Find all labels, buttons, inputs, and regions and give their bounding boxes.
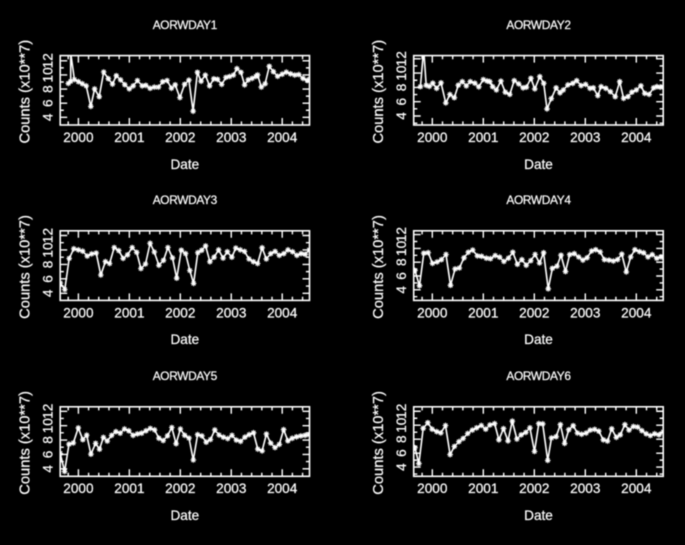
svg-text:Date: Date	[524, 332, 553, 347]
svg-text:2001: 2001	[114, 305, 144, 320]
svg-text:Counts (x10**7): Counts (x10**7)	[18, 391, 34, 495]
svg-text:Counts (x10**7): Counts (x10**7)	[371, 215, 387, 319]
svg-text:2004: 2004	[267, 481, 298, 496]
svg-text:2000: 2000	[63, 481, 94, 496]
svg-text:2004: 2004	[267, 130, 298, 145]
svg-text:Counts (x10**7): Counts (x10**7)	[18, 40, 34, 144]
svg-text:8: 8	[394, 435, 409, 443]
svg-text:2001: 2001	[468, 130, 498, 145]
svg-text:2002: 2002	[519, 481, 549, 496]
svg-text:10: 10	[40, 67, 55, 83]
svg-text:12: 12	[40, 228, 55, 243]
svg-text:2003: 2003	[216, 305, 246, 320]
svg-text:2002: 2002	[165, 481, 195, 496]
svg-text:2001: 2001	[114, 481, 144, 496]
svg-text:2003: 2003	[216, 481, 246, 496]
svg-text:4: 4	[40, 289, 55, 297]
svg-text:2001: 2001	[114, 130, 144, 145]
svg-text:2002: 2002	[165, 130, 195, 145]
svg-text:AORWDAY2: AORWDAY2	[506, 18, 571, 32]
svg-text:8: 8	[40, 436, 55, 444]
svg-text:Counts (x10**7): Counts (x10**7)	[371, 391, 387, 495]
svg-text:AORWDAY1: AORWDAY1	[153, 18, 218, 32]
svg-text:6: 6	[394, 98, 409, 106]
svg-text:2000: 2000	[63, 130, 94, 145]
svg-text:2003: 2003	[216, 130, 246, 145]
svg-text:8: 8	[40, 261, 55, 269]
svg-text:8: 8	[394, 258, 409, 266]
svg-text:2000: 2000	[417, 305, 448, 320]
svg-text:2001: 2001	[468, 481, 498, 496]
svg-text:4: 4	[394, 463, 409, 471]
svg-text:8: 8	[394, 84, 409, 92]
svg-text:8: 8	[40, 85, 55, 93]
svg-text:2002: 2002	[519, 305, 549, 320]
svg-text:2002: 2002	[165, 305, 195, 320]
svg-text:4: 4	[394, 112, 409, 120]
svg-text:AORWDAY3: AORWDAY3	[153, 193, 218, 207]
svg-text:Date: Date	[170, 508, 199, 523]
svg-text:2004: 2004	[267, 305, 298, 320]
svg-text:2003: 2003	[570, 130, 600, 145]
svg-text:12: 12	[40, 404, 55, 419]
svg-text:10: 10	[40, 242, 55, 258]
svg-text:2000: 2000	[63, 305, 94, 320]
svg-text:6: 6	[394, 272, 409, 280]
svg-text:12: 12	[394, 51, 409, 66]
svg-text:2004: 2004	[621, 481, 652, 496]
svg-text:AORWDAY6: AORWDAY6	[506, 369, 571, 383]
svg-text:2003: 2003	[570, 305, 600, 320]
svg-text:2000: 2000	[417, 130, 448, 145]
svg-text:2003: 2003	[570, 481, 600, 496]
svg-text:12: 12	[40, 53, 55, 68]
svg-text:6: 6	[394, 449, 409, 457]
svg-text:Date: Date	[524, 157, 553, 172]
svg-text:Counts (x10**7): Counts (x10**7)	[371, 40, 387, 144]
svg-text:10: 10	[394, 417, 409, 433]
svg-text:12: 12	[394, 227, 409, 242]
svg-text:Date: Date	[170, 157, 199, 172]
svg-text:2004: 2004	[621, 305, 652, 320]
svg-text:AORWDAY5: AORWDAY5	[153, 369, 218, 383]
svg-text:2001: 2001	[468, 305, 498, 320]
svg-text:6: 6	[40, 99, 55, 107]
svg-text:AORWDAY4: AORWDAY4	[506, 193, 571, 207]
svg-text:10: 10	[394, 240, 409, 256]
svg-text:6: 6	[40, 451, 55, 459]
svg-text:2004: 2004	[621, 130, 652, 145]
svg-text:2000: 2000	[417, 481, 448, 496]
svg-text:4: 4	[40, 465, 55, 473]
svg-text:Date: Date	[524, 508, 553, 523]
svg-text:6: 6	[40, 275, 55, 283]
svg-text:Counts (x10**7): Counts (x10**7)	[18, 215, 34, 319]
svg-text:12: 12	[394, 404, 409, 419]
svg-text:Date: Date	[170, 332, 199, 347]
svg-text:4: 4	[40, 113, 55, 121]
svg-text:10: 10	[40, 418, 55, 434]
svg-text:4: 4	[394, 286, 409, 294]
svg-text:10: 10	[394, 65, 409, 81]
svg-text:2002: 2002	[519, 130, 549, 145]
